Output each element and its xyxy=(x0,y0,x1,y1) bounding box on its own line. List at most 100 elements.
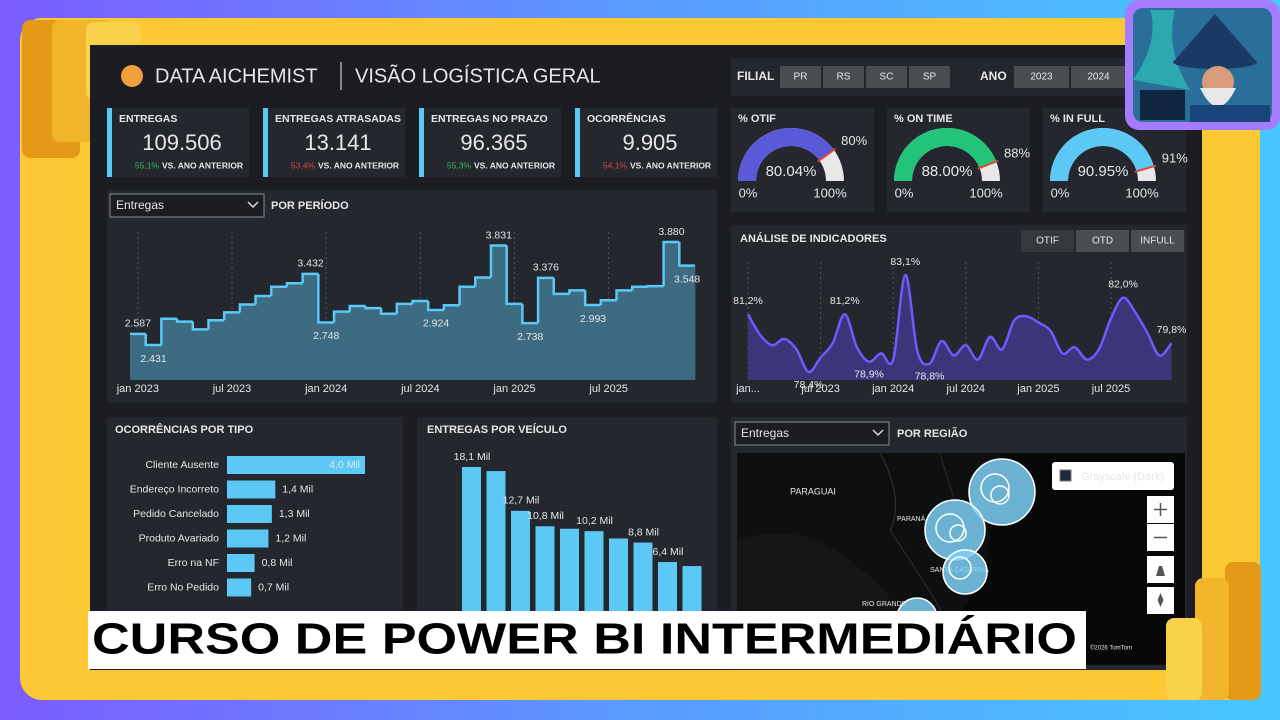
data-label: 12,7 Mil xyxy=(503,495,540,507)
step-line xyxy=(207,318,225,330)
bar xyxy=(462,467,481,614)
area-step xyxy=(349,305,366,380)
area-step xyxy=(538,277,555,380)
area-step xyxy=(585,305,602,380)
gauge-target xyxy=(817,147,837,163)
filter-button[interactable] xyxy=(823,66,864,88)
step-line xyxy=(254,294,272,305)
area-step xyxy=(428,309,445,380)
step-line xyxy=(505,245,523,306)
dropdown-value: Entregas xyxy=(116,198,164,212)
area-step xyxy=(286,283,303,380)
toggle-button[interactable] xyxy=(1021,230,1074,252)
gauge-value-label: 90.95% xyxy=(1078,163,1129,180)
step-line xyxy=(678,242,695,267)
gauge-target xyxy=(1134,164,1157,173)
bar xyxy=(227,578,252,597)
toggle-label: INFULL xyxy=(1140,236,1175,247)
category-label: Endereço Incorreto xyxy=(130,483,219,495)
kpi-accent xyxy=(575,108,580,177)
kpi-comparison: VS. ANO ANTERIOR xyxy=(630,160,711,170)
kpi-value: 13.141 xyxy=(304,130,371,155)
filter-button[interactable] xyxy=(909,66,950,88)
bar xyxy=(227,505,272,523)
filter-label: ANO xyxy=(980,69,1007,83)
step-line xyxy=(160,317,178,345)
area-step xyxy=(553,293,570,380)
area-step xyxy=(334,311,351,380)
bar xyxy=(560,528,579,614)
step-line xyxy=(442,304,460,310)
step-line xyxy=(332,310,350,323)
gauge-max: 100% xyxy=(969,185,1003,200)
toggle-button[interactable] xyxy=(1131,230,1184,252)
kpi-value: 9.905 xyxy=(622,130,677,155)
toggle-label: OTIF xyxy=(1036,236,1059,247)
area-step xyxy=(522,323,539,380)
area-step xyxy=(130,333,146,380)
data-label: 3.831 xyxy=(486,229,512,241)
bar xyxy=(658,562,677,614)
filter-option: SP xyxy=(923,72,937,83)
gauge-value xyxy=(738,127,834,181)
gauge-min: 0% xyxy=(1051,185,1070,200)
data-label: 2.587 xyxy=(125,318,151,330)
map-style: Grayscale (Dark) xyxy=(1081,471,1164,483)
bar xyxy=(609,538,628,614)
area-step xyxy=(506,303,523,380)
dropdown-value: Entregas xyxy=(741,426,789,440)
filter-button[interactable] xyxy=(1071,66,1126,88)
category-label: Cliente Ausente xyxy=(145,459,219,471)
brand-logo xyxy=(121,65,143,87)
dropdown[interactable] xyxy=(109,193,265,218)
kpi-card xyxy=(107,108,249,177)
kpi-delta: 54,1% xyxy=(603,160,628,170)
kpi-title: ENTREGAS NO PRAZO xyxy=(431,113,548,125)
gauge-value-label: 80.04% xyxy=(766,163,817,180)
x-tick-label: jan 2025 xyxy=(1016,383,1059,395)
area-step xyxy=(632,286,649,380)
x-tick-label: jul 2023 xyxy=(212,383,252,395)
data-label: 0,8 Mil xyxy=(262,557,293,569)
filter-button[interactable] xyxy=(866,66,907,88)
category-label: Erro na NF xyxy=(168,557,219,569)
area-step xyxy=(647,286,664,380)
step-line xyxy=(521,303,539,325)
filter-button[interactable] xyxy=(1014,66,1069,88)
data-label: 2.924 xyxy=(423,318,449,330)
data-label: 79,8% xyxy=(1157,324,1187,336)
gauge-target xyxy=(977,159,999,170)
x-tick-label: jan 2025 xyxy=(492,383,535,395)
x-tick-label: jan 2023 xyxy=(116,383,159,395)
panel-title: ENTREGAS POR VEÍCULO xyxy=(427,423,567,436)
filter-option: PR xyxy=(794,72,808,83)
data-label: 2.738 xyxy=(517,331,543,343)
data-label: 3.548 xyxy=(674,273,700,285)
area-step xyxy=(663,242,680,380)
area-step xyxy=(302,273,319,380)
banner xyxy=(88,611,1086,669)
data-label: 83,1% xyxy=(890,256,920,268)
step-line xyxy=(144,333,162,347)
dropdown[interactable] xyxy=(734,421,890,446)
data-label: 78,8% xyxy=(915,371,945,383)
gauge-value xyxy=(894,128,997,181)
area-step xyxy=(161,318,178,380)
filter-button[interactable] xyxy=(780,66,821,88)
step-line xyxy=(317,273,335,324)
data-label: 8,8 Mil xyxy=(628,526,659,538)
kpi-card xyxy=(263,108,405,177)
gauge-target-label: 91% xyxy=(1162,151,1188,166)
area-step xyxy=(145,345,162,380)
data-label: 1,4 Mil xyxy=(282,483,313,495)
kpi-value: 109.506 xyxy=(142,130,222,155)
kpi-delta: 53,4% xyxy=(291,160,316,170)
step-line xyxy=(348,304,366,312)
bar xyxy=(227,480,276,499)
kpi-accent xyxy=(263,108,268,177)
toggle-button[interactable] xyxy=(1076,230,1129,252)
area-step xyxy=(459,286,476,380)
data-label: 3.432 xyxy=(297,258,323,270)
